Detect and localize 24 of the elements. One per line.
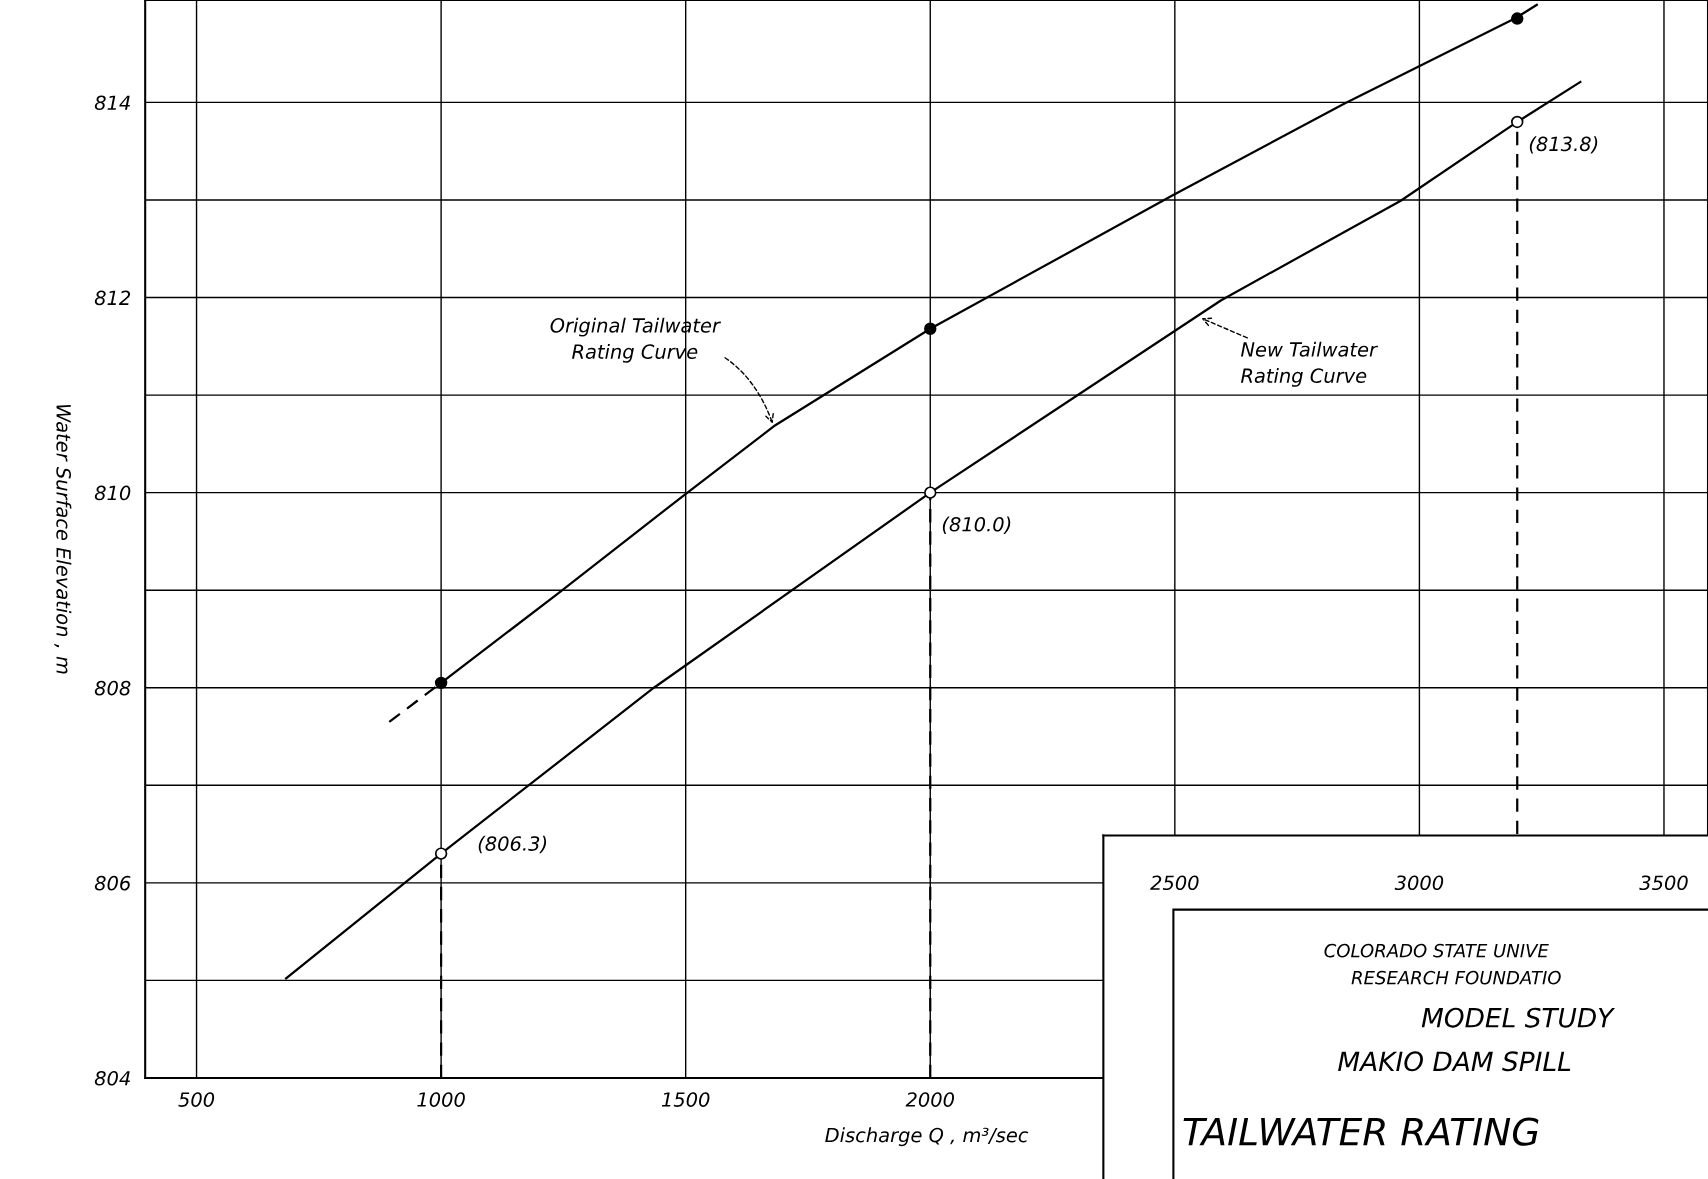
y-tick-label: 804 — [94, 1070, 130, 1086]
annotation: (813.8) — [1529, 136, 1598, 154]
annotation: (810.0) — [942, 516, 1011, 534]
x-tick-label: 1500 — [661, 1092, 710, 1107]
annotation: MODEL STUDY — [1421, 1007, 1616, 1028]
y-tick-label: 812 — [94, 290, 131, 306]
x-tick-label: 2000 — [905, 1092, 955, 1107]
y-tick-label: 808 — [94, 680, 131, 696]
y-tick-label: 814 — [94, 95, 130, 111]
x-axis-title: Discharge Q , m³/sec — [825, 1127, 1029, 1147]
annotation: MAKIO DAM SPILL — [1338, 1051, 1571, 1072]
x-tick-label: 1000 — [417, 1092, 465, 1107]
annotation: RESEARCH FOUNDATIO — [1351, 970, 1561, 985]
annotation: (806.3) — [478, 835, 547, 854]
y-tick-label: 806 — [94, 875, 131, 891]
x2-tick-label: 3000 — [1394, 875, 1444, 891]
x2-tick-label: 2500 — [1150, 875, 1199, 891]
text: TAILWATER RATING — [1183, 1117, 1539, 1146]
y-tick-label: 810 — [94, 485, 131, 501]
annotation: COLORADO STATE UNIVE — [1324, 943, 1549, 958]
y-axis-title: Water Surface Elevation , m — [54, 404, 72, 674]
x-tick-label: 500 — [178, 1092, 215, 1107]
annotation: New Tailwater Rating Curve — [1240, 341, 1379, 387]
x2-tick-label: 3500 — [1639, 875, 1688, 891]
